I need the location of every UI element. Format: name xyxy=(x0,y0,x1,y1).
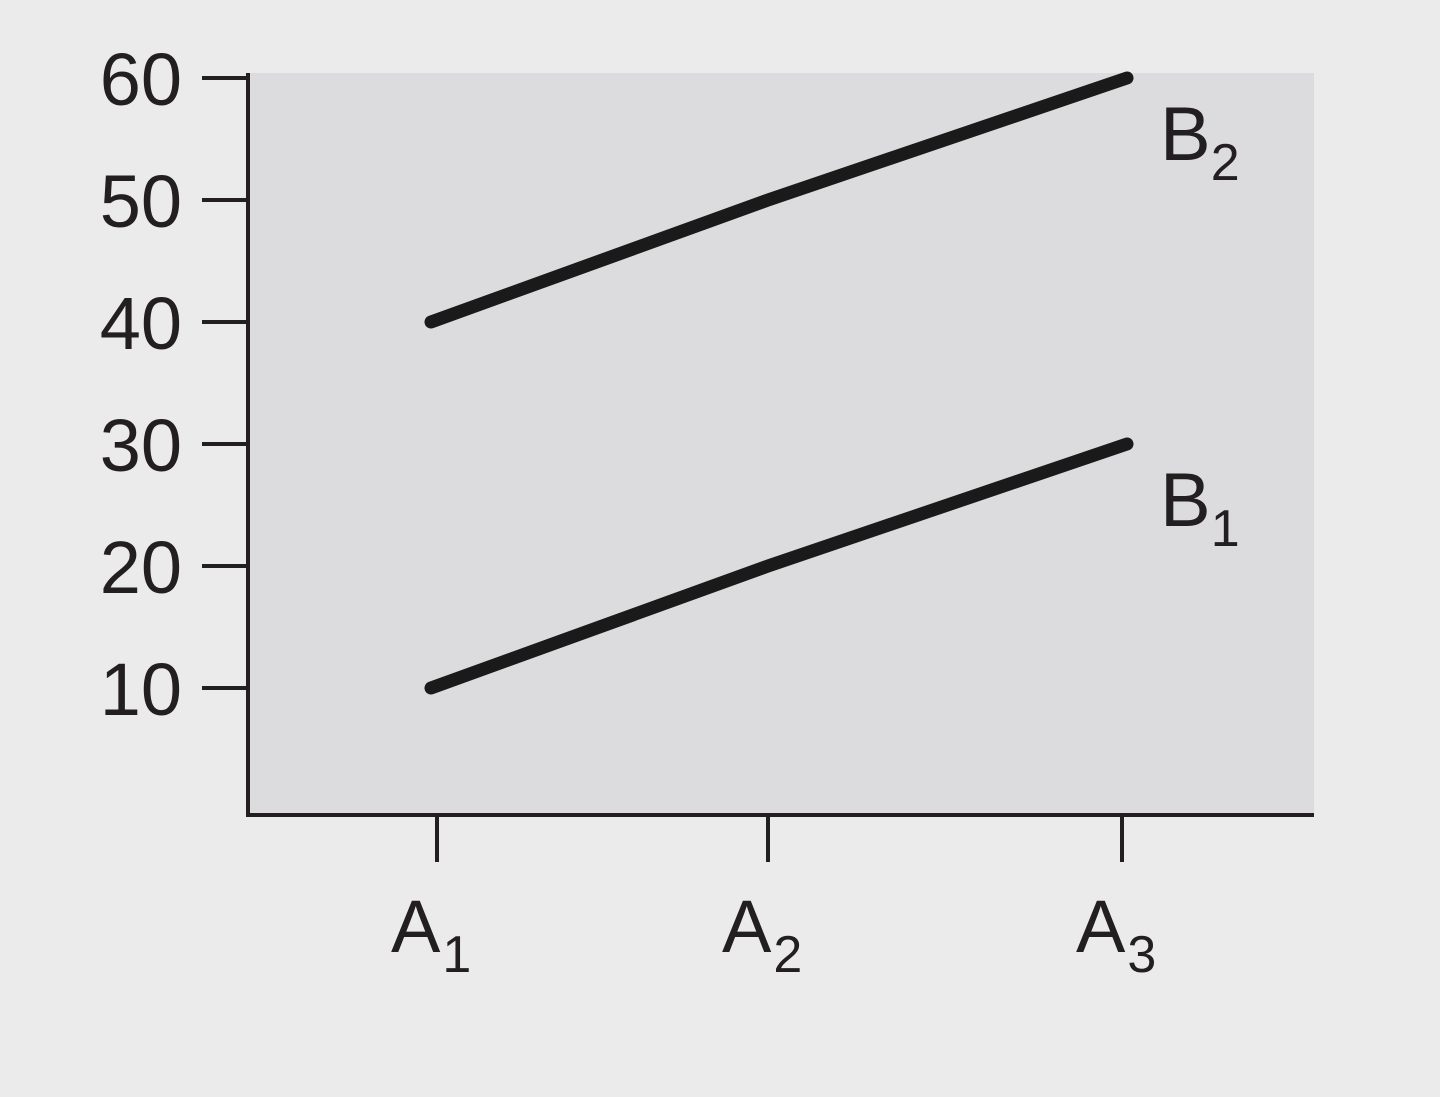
y-tick-label-40: 40 xyxy=(100,282,182,365)
y-tick-label-50: 50 xyxy=(100,160,182,243)
series-label-B1: B1 xyxy=(1160,458,1240,558)
series-layer: B2 B1 xyxy=(424,71,1240,695)
series-label-B2: B2 xyxy=(1160,92,1240,192)
x-tick-label-A2: A2 xyxy=(722,885,802,984)
y-tick-label-10: 10 xyxy=(100,648,182,731)
x-tick-label-A1: A1 xyxy=(391,885,471,984)
plot-area-background xyxy=(248,73,1314,815)
series-line-B1 xyxy=(424,437,1134,695)
y-tick-label-60: 60 xyxy=(100,38,182,121)
series-line-B2 xyxy=(424,71,1134,329)
x-axis: A1 A2 A3 xyxy=(246,813,1314,984)
y-tick-label-30: 30 xyxy=(100,404,182,487)
x-tick-label-A3: A3 xyxy=(1076,885,1156,984)
y-axis: 60 50 40 30 20 10 xyxy=(100,38,250,816)
y-tick-label-20: 20 xyxy=(100,526,182,609)
